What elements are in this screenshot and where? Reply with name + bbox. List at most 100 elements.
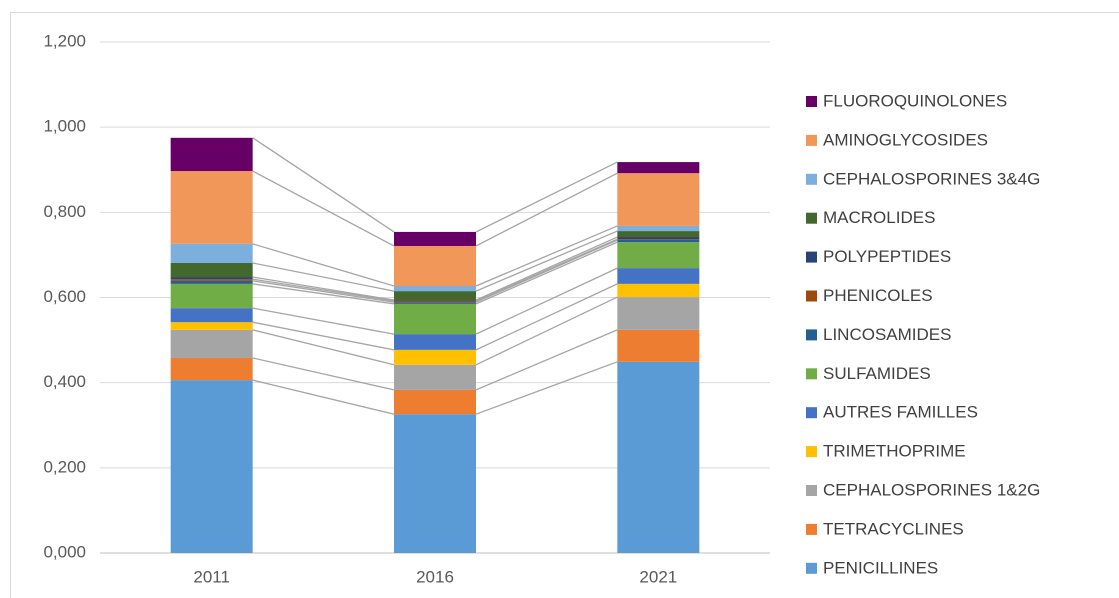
y-tick-label: 0,400	[43, 372, 86, 391]
bar-segment	[170, 280, 253, 284]
y-tick-label: 0,800	[43, 202, 86, 221]
legend-label: TRIMETHOPRIME	[823, 442, 966, 461]
series-line	[252, 283, 395, 305]
series-line	[475, 225, 618, 287]
legend-swatch	[806, 134, 817, 146]
bar-segment	[170, 322, 253, 330]
bar-segment	[617, 237, 700, 240]
series-line	[475, 172, 618, 247]
bar-segment	[394, 302, 476, 304]
bar-segment	[617, 268, 700, 284]
bar-segment	[617, 361, 700, 553]
series-line	[475, 239, 618, 303]
y-tick-label: 0,200	[43, 457, 86, 476]
series-line	[475, 238, 618, 302]
legend-swatch	[806, 212, 817, 224]
legend-swatch	[806, 446, 817, 458]
legend-swatch	[806, 368, 817, 380]
legend-label: MACROLIDES	[823, 208, 935, 227]
y-tick-label: 0,600	[43, 287, 86, 306]
legend-swatch	[806, 96, 817, 107]
series-line	[252, 280, 395, 303]
legend-label: LINCOSAMIDES	[823, 325, 951, 344]
series-line	[252, 137, 395, 233]
bar-segment	[170, 277, 253, 280]
bar-segment	[394, 300, 476, 303]
legend-swatch	[806, 173, 817, 185]
series-line	[475, 230, 618, 292]
y-tick-label: 1,000	[43, 117, 86, 136]
series-line	[475, 241, 618, 305]
bar-segment	[170, 329, 253, 358]
bar-segment	[170, 263, 253, 278]
series-line	[252, 278, 395, 302]
series-line	[475, 283, 618, 351]
y-tick-label: 1,200	[43, 31, 86, 50]
legend-swatch	[806, 290, 817, 302]
bar-segment	[170, 283, 253, 309]
legend-swatch	[806, 329, 817, 341]
bar-segment	[394, 245, 476, 287]
x-tick-label: 2021	[639, 567, 677, 586]
legend: PENICILLINES TETRACYCLINES CEPHALOSPORINES…	[806, 91, 1040, 577]
x-tick-label: 2016	[416, 567, 454, 586]
series-line	[475, 236, 618, 301]
bar-segment	[394, 300, 476, 301]
series-line	[252, 170, 395, 247]
series-line	[252, 379, 395, 415]
series-line	[475, 296, 618, 366]
bar-segment	[394, 364, 476, 390]
bar-segment	[170, 243, 253, 264]
legend-label: CEPHALOSPORINES 1&2G	[823, 480, 1040, 499]
series-line	[475, 267, 618, 335]
bar-segment	[394, 303, 476, 335]
bar-segment	[617, 242, 700, 269]
bar-segment	[170, 308, 253, 323]
legend-label: SULFAMIDES	[823, 364, 931, 383]
bar-segment	[394, 231, 476, 246]
bar-segment	[170, 171, 253, 244]
legend-label: CEPHALOSPORINES 3&4G	[823, 169, 1040, 188]
bar-segment	[170, 380, 253, 553]
bar-segment	[617, 239, 700, 241]
bar-segment	[617, 240, 700, 243]
bar-segment	[394, 389, 476, 415]
series-line	[252, 357, 395, 391]
legend-label: PHENICOLES	[823, 286, 933, 305]
legend-label: TETRACYCLINES	[823, 519, 964, 538]
legend-label: AMINOGLYCOSIDES	[823, 130, 988, 149]
legend-label: POLYPEPTIDES	[823, 247, 951, 266]
series-line	[252, 321, 395, 351]
bar-segment	[394, 286, 476, 292]
bar-segment	[394, 334, 476, 350]
bar-segment	[617, 329, 700, 362]
bar-segment	[617, 231, 700, 238]
bar-segment	[394, 291, 476, 301]
bar-segment	[394, 414, 476, 553]
legend-label: PENICILLINES	[823, 558, 938, 577]
series-line	[252, 262, 395, 292]
bar-segment	[617, 162, 700, 174]
chart-border	[10, 12, 1119, 598]
series-line	[252, 276, 395, 301]
series-line	[475, 329, 618, 391]
bar-segment	[170, 357, 253, 381]
series-line	[252, 243, 395, 287]
bar-segment	[170, 137, 253, 172]
legend-swatch	[806, 523, 817, 535]
bar-segment	[170, 279, 253, 281]
legend-swatch	[806, 562, 817, 574]
x-tick-label: 2011	[193, 567, 230, 586]
bar-segment	[394, 349, 476, 365]
bar-segment	[617, 225, 700, 232]
y-tick-label: 0,000	[43, 542, 86, 561]
bar-segment	[617, 283, 700, 298]
series-line	[252, 307, 395, 335]
bar-segment	[617, 297, 700, 330]
series-line	[475, 361, 618, 415]
bar-segment	[617, 173, 700, 226]
legend-swatch	[806, 407, 817, 419]
legend-label: AUTRES FAMILLES	[823, 403, 978, 422]
series-line	[252, 329, 395, 366]
